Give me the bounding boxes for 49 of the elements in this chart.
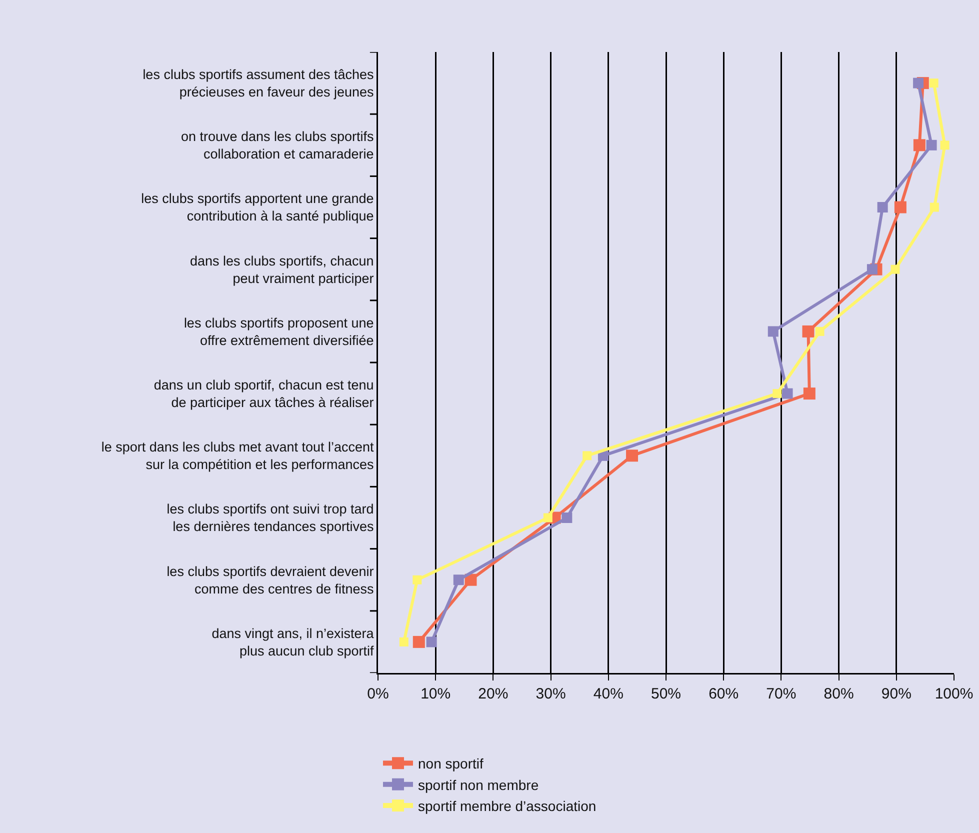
- y-tick-label: le sport dans les clubs met avant tout l’accent sur la compétition et les performances: [101, 440, 374, 472]
- point: [768, 326, 778, 337]
- legend-label: sportif membre d’association: [418, 798, 596, 814]
- x-tick-label: 80%: [824, 686, 854, 702]
- legend-label: non sportif: [418, 756, 484, 772]
- point: [412, 636, 425, 648]
- y-tick-label: les clubs sportifs apportent une grande contribution à la santé publique: [141, 191, 374, 224]
- point: [803, 388, 816, 400]
- point: [894, 201, 906, 214]
- x-tick-label: 70%: [766, 686, 796, 702]
- point: [913, 139, 926, 152]
- y-tick-label: on trouve dans les clubs sportifs collaboration et camaraderie: [180, 129, 374, 162]
- point: [453, 574, 464, 586]
- y-tick-label: les clubs sportifs ont suivi trop tard les dernières tendances sportives: [166, 502, 374, 534]
- point: [626, 450, 638, 462]
- y-tick-label: les clubs sportifs assument des tâches précieuses en faveur des jeunes: [142, 67, 374, 100]
- point: [877, 202, 888, 212]
- point: [426, 636, 437, 648]
- x-tick-label: 10%: [420, 686, 451, 702]
- point: [772, 389, 782, 398]
- x-tick-label: 100%: [934, 686, 974, 702]
- x-tick-label: 20%: [478, 686, 508, 702]
- y-tick-label: les clubs sportifs proposent une offre extrêmement diversifiée: [184, 315, 374, 348]
- x-tick-label: 60%: [708, 686, 739, 702]
- point: [913, 78, 924, 88]
- x-tick-label: 30%: [536, 686, 566, 702]
- x-tick-label: 40%: [593, 686, 624, 702]
- point: [782, 388, 793, 399]
- y-tick-label: dans un club sportif, chacun est tenu de participer aux tâches à réaliser: [154, 378, 374, 410]
- point: [802, 325, 814, 338]
- point: [930, 202, 939, 212]
- point: [412, 575, 422, 584]
- y-tick-label: les clubs sportifs devraient devenir comme des centres de fitness: [166, 564, 374, 596]
- x-tick-label: 0%: [367, 686, 389, 702]
- y-tick-label: dans les clubs sportifs, chacun peut vraiment participer: [190, 253, 374, 286]
- x-tick-label: 50%: [650, 686, 682, 702]
- point: [815, 326, 824, 336]
- point: [926, 140, 937, 150]
- legend-label: sportif non membre: [418, 776, 539, 793]
- x-tick-label: 90%: [881, 686, 912, 702]
- point: [929, 78, 938, 88]
- point: [582, 451, 592, 460]
- point: [399, 637, 408, 646]
- point: [890, 264, 900, 274]
- point: [940, 140, 950, 150]
- point: [562, 512, 572, 523]
- y-tick-label: dans vingt ans, il n’existera plus aucun club sportif: [212, 626, 374, 658]
- point: [866, 264, 878, 275]
- point: [543, 513, 552, 522]
